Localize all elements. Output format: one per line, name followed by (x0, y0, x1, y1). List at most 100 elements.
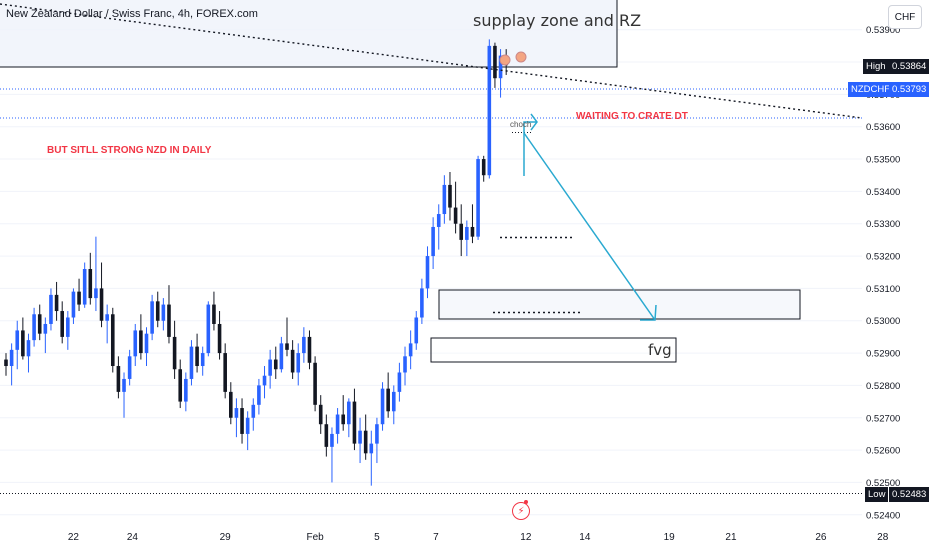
candle[interactable] (487, 39, 492, 179)
candle[interactable] (257, 378, 261, 415)
candle[interactable] (43, 317, 48, 354)
candle[interactable] (9, 343, 14, 386)
candle[interactable] (465, 220, 469, 257)
candle[interactable] (453, 181, 458, 234)
candle[interactable] (420, 278, 424, 324)
candle[interactable] (290, 340, 295, 379)
candle[interactable] (386, 372, 390, 418)
candle[interactable] (223, 343, 227, 399)
candle[interactable] (77, 278, 81, 312)
candle[interactable] (94, 236, 98, 312)
candle[interactable] (15, 320, 20, 370)
candle[interactable] (32, 307, 36, 347)
candle[interactable] (172, 320, 177, 379)
candle[interactable] (229, 382, 233, 425)
time-axis[interactable] (0, 526, 932, 550)
candle[interactable] (200, 346, 205, 376)
candle[interactable] (66, 311, 70, 350)
candle[interactable] (448, 171, 452, 221)
candle[interactable] (493, 42, 497, 88)
candle[interactable] (217, 311, 222, 360)
candle[interactable] (302, 327, 306, 363)
candle[interactable] (459, 204, 464, 257)
projection-arrow-path[interactable] (523, 132, 656, 321)
candle[interactable] (307, 330, 312, 370)
candle[interactable] (99, 262, 104, 328)
candle[interactable] (318, 395, 323, 434)
candle[interactable] (82, 262, 87, 308)
candle[interactable] (397, 362, 402, 402)
candle[interactable] (352, 388, 357, 451)
candle[interactable] (195, 333, 199, 373)
candle[interactable] (358, 417, 362, 464)
candle[interactable] (251, 398, 256, 431)
candle[interactable] (71, 288, 76, 324)
candle[interactable] (116, 356, 121, 399)
candle[interactable] (189, 340, 194, 386)
candle[interactable] (363, 414, 368, 460)
candle[interactable] (380, 382, 385, 431)
candle[interactable] (341, 395, 345, 431)
flash-event-icon[interactable]: ⚡ (512, 502, 530, 520)
candle[interactable] (88, 252, 93, 305)
candle[interactable] (369, 430, 374, 486)
candle[interactable] (330, 427, 334, 483)
demand-zone-box[interactable] (438, 289, 801, 320)
candle[interactable] (476, 155, 480, 240)
candle[interactable] (144, 327, 149, 367)
candle[interactable] (139, 314, 143, 360)
candle[interactable] (335, 408, 340, 444)
candle[interactable] (161, 298, 166, 331)
candle[interactable] (403, 346, 407, 386)
candle[interactable] (206, 301, 211, 357)
candle[interactable] (431, 217, 435, 269)
candle[interactable] (110, 307, 115, 373)
candle[interactable] (234, 398, 239, 438)
candle[interactable] (414, 311, 419, 350)
candle[interactable] (262, 366, 267, 399)
projection-arrow[interactable] (523, 121, 537, 176)
currency-button[interactable]: CHF (888, 5, 922, 29)
candle[interactable] (212, 291, 216, 331)
candle[interactable] (4, 353, 8, 376)
candle[interactable] (279, 336, 284, 373)
candle[interactable] (240, 398, 244, 444)
time-tick-label: 29 (220, 532, 232, 543)
time-tick-label: 19 (664, 532, 676, 543)
supply-zone-box[interactable] (0, 0, 618, 68)
candle[interactable] (150, 294, 154, 341)
candle[interactable] (425, 246, 430, 299)
candle[interactable] (296, 343, 301, 386)
candle[interactable] (133, 323, 138, 367)
candle[interactable] (105, 304, 109, 344)
candle[interactable] (127, 349, 132, 386)
candle[interactable] (37, 304, 42, 341)
candle[interactable] (436, 204, 441, 250)
candle[interactable] (167, 285, 171, 344)
candle[interactable] (26, 333, 31, 373)
candle[interactable] (21, 317, 25, 360)
candle[interactable] (285, 317, 289, 357)
candle[interactable] (442, 175, 447, 224)
candle[interactable] (49, 288, 53, 331)
candle[interactable] (391, 385, 396, 425)
candle[interactable] (178, 359, 183, 409)
candle[interactable] (324, 414, 329, 457)
notification-dot-icon (524, 500, 528, 504)
candle[interactable] (245, 411, 250, 451)
candle[interactable] (54, 281, 59, 321)
candle[interactable] (408, 330, 413, 370)
candle[interactable] (155, 291, 160, 328)
candle[interactable] (268, 349, 272, 389)
candle[interactable] (273, 346, 278, 379)
candle[interactable] (470, 204, 475, 244)
fvg-box[interactable] (430, 337, 677, 363)
candle[interactable] (375, 417, 379, 464)
candle[interactable] (60, 301, 64, 344)
candle[interactable] (313, 356, 317, 412)
candle[interactable] (184, 372, 188, 412)
candle[interactable] (481, 155, 486, 182)
candle[interactable] (347, 398, 351, 438)
candle[interactable] (122, 372, 126, 418)
